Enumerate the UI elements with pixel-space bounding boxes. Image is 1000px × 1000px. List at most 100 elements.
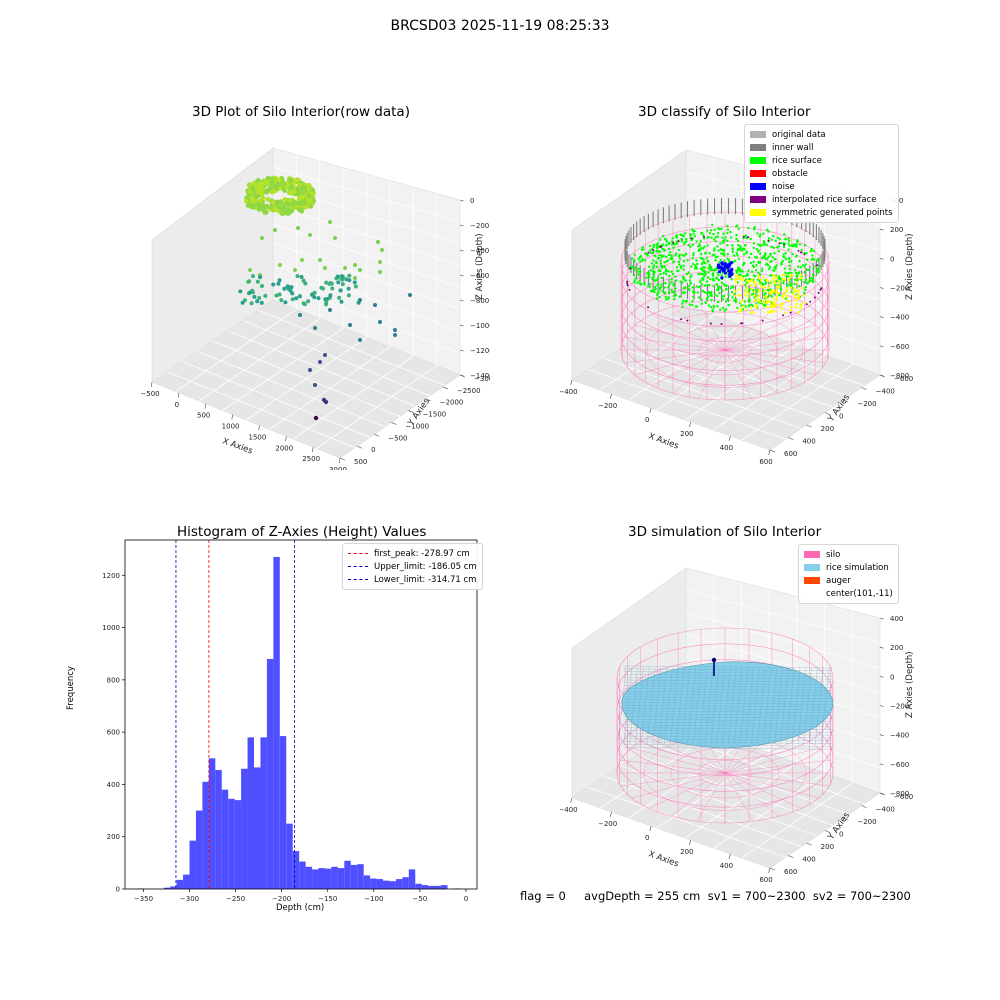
symmetric-point	[763, 289, 766, 293]
rice-surface-point	[760, 269, 763, 273]
rice-surface-mesh-line	[617, 667, 627, 745]
simulation-grid-line	[628, 742, 742, 819]
rice-surface-point	[711, 253, 714, 257]
rice-surface-point	[798, 243, 802, 246]
simulation-grid-line	[620, 765, 818, 837]
rice-surface-point	[698, 244, 701, 248]
rice-surface-point	[684, 241, 687, 244]
rice-surface-mesh-line	[623, 716, 833, 719]
rice-surface-point	[658, 254, 661, 257]
classify-y-tick-label: −600	[894, 375, 913, 383]
rice-surface-point	[743, 253, 746, 256]
symmetric-point	[766, 299, 769, 303]
rice-surface-point	[755, 290, 758, 294]
rice-surface-point	[739, 249, 742, 252]
symmetric-point	[747, 293, 750, 296]
interpolated-point	[720, 323, 723, 325]
rice-surface-point	[707, 236, 710, 239]
rice-surface-point	[672, 246, 675, 249]
rice-surface-point	[812, 267, 815, 270]
symmetric-point	[755, 303, 759, 307]
raw-grid-line	[316, 365, 437, 449]
raw-point	[299, 275, 304, 279]
rice-surface-point	[788, 260, 791, 264]
symmetric-point	[794, 296, 797, 300]
histogram-bar	[273, 556, 280, 889]
legend-label: symmetric generated points	[772, 207, 893, 218]
interpolated-point	[803, 253, 806, 256]
rice-surface-mesh-line	[641, 667, 650, 745]
rice-surface-point	[655, 265, 658, 268]
histogram-x-tick-label: −50	[412, 895, 427, 903]
raw-point	[289, 208, 295, 214]
legend-swatch	[750, 209, 766, 216]
rice-surface-point	[710, 293, 713, 296]
panel-simulation: 3D simulation of Silo Interior −400 −200 0…	[560, 518, 920, 888]
symmetric-point	[758, 289, 761, 292]
symmetric-point	[798, 277, 801, 280]
rice-surface-mesh-line	[623, 696, 833, 699]
raw-y-tick-label: −3000	[474, 375, 490, 383]
rice-surface-point	[718, 261, 721, 264]
raw-point	[260, 195, 266, 201]
rice-surface-point	[665, 255, 668, 259]
rice-surface-point	[662, 254, 665, 258]
symmetric-point	[780, 302, 783, 305]
histogram-bar	[350, 864, 358, 889]
raw-point	[347, 278, 352, 283]
rice-surface-point	[698, 243, 701, 246]
simulation-x-tick-label: −200	[598, 820, 617, 828]
rice-surface-point	[817, 259, 820, 263]
rice-surface-point	[713, 238, 716, 241]
histogram-x-tick-label: −350	[134, 895, 153, 903]
raw-y-tick	[374, 434, 380, 437]
raw-point	[306, 193, 312, 199]
raw-point	[393, 328, 397, 332]
raw-point	[308, 203, 314, 209]
raw-y-tick	[408, 410, 414, 413]
rice-surface-point	[683, 232, 687, 235]
rice-surface-point	[668, 283, 671, 286]
rice-surface-point	[675, 233, 678, 237]
rice-surface-point	[736, 281, 739, 284]
symmetric-point	[773, 301, 776, 304]
rice-surface-point	[667, 297, 670, 301]
rice-surface-point	[689, 276, 692, 279]
classify-y-tick-label: −200	[857, 400, 876, 408]
simulation-grid-line	[685, 634, 881, 694]
raw-point	[358, 298, 362, 302]
raw-point	[353, 263, 357, 267]
rice-surface-point	[692, 252, 695, 255]
legend-label: noise	[772, 181, 795, 192]
rice-surface-point	[660, 256, 664, 259]
raw-x-tick-label: 2000	[275, 444, 293, 452]
rice-surface-point	[779, 277, 782, 280]
classify-x-tick	[728, 435, 731, 441]
rice-surface-point	[682, 235, 685, 238]
histogram-xlabel: Depth (cm)	[276, 903, 325, 913]
rice-surface-point	[700, 252, 703, 256]
symmetric-point	[743, 293, 747, 297]
rice-surface-point	[694, 266, 698, 269]
classify-x-tick	[609, 393, 612, 399]
rice-surface-point	[778, 293, 781, 297]
rice-surface-point	[711, 273, 714, 276]
simulation-z-tick-label: −800	[890, 790, 909, 798]
raw-point	[251, 274, 255, 279]
rice-surface-point	[762, 232, 765, 235]
raw-point	[346, 286, 351, 291]
symmetric-point	[778, 279, 781, 283]
rice-surface-point	[690, 239, 693, 242]
legend-label: inner wall	[772, 142, 814, 153]
rice-surface-point	[720, 281, 724, 284]
raw-point	[323, 266, 327, 270]
raw-y-tick-label: 0	[371, 446, 375, 454]
raw-z-tick	[459, 299, 464, 302]
raw-point	[258, 275, 263, 280]
symmetric-point	[758, 300, 762, 304]
rice-surface-point	[726, 253, 729, 256]
raw-x-tick-label: 1500	[249, 433, 267, 441]
rice-surface-point	[663, 265, 667, 268]
histogram-chart: −350 −300 −250 −200 −150 −100 −50 0 0 200 400 600 80…	[102, 539, 478, 903]
rice-surface-point	[798, 285, 801, 288]
